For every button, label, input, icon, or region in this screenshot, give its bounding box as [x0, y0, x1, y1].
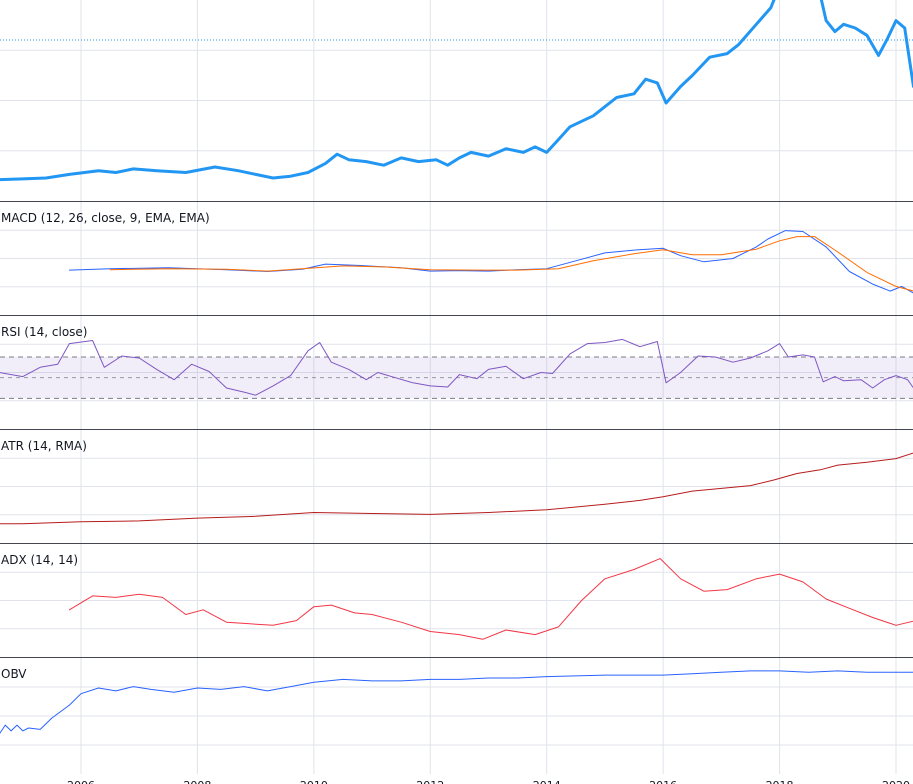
- pane-dividers: [0, 201, 913, 658]
- pane-labels: MACD (12, 26, close, 9, EMA, EMA) RSI (14…: [1, 211, 210, 681]
- rsi-series-line-0: [0, 338, 913, 396]
- series-layer: [0, 0, 913, 734]
- x-tick-label: 2018: [766, 779, 794, 784]
- x-tick-label: 2008: [183, 779, 211, 784]
- x-tick-label: 2014: [533, 779, 561, 784]
- x-tick-label: 2006: [67, 779, 95, 784]
- macd-series-line-1: [109, 236, 913, 292]
- atr-pane-label: ATR (14, RMA): [1, 439, 87, 453]
- obv-series-line-0: [0, 670, 913, 734]
- x-axis-ticks: 2006 2008 2010 2012 2014 2016 2018 2020: [67, 779, 910, 784]
- adx-pane-label: ADX (14, 14): [1, 553, 78, 567]
- adx-series-line-0: [68, 558, 913, 640]
- x-tick-label: 2020: [882, 779, 910, 784]
- x-tick-label: 2010: [300, 779, 328, 784]
- price-series-line-0: [0, 0, 913, 182]
- atr-series-line-0: [0, 452, 913, 525]
- macd-pane-label: MACD (12, 26, close, 9, EMA, EMA): [1, 211, 210, 225]
- x-tick-label: 2016: [649, 779, 677, 784]
- macd-series-line-0: [68, 230, 913, 294]
- rsi-pane-label: RSI (14, close): [1, 325, 87, 339]
- x-tick-label: 2012: [416, 779, 444, 784]
- obv-pane-label: OBV: [1, 667, 27, 681]
